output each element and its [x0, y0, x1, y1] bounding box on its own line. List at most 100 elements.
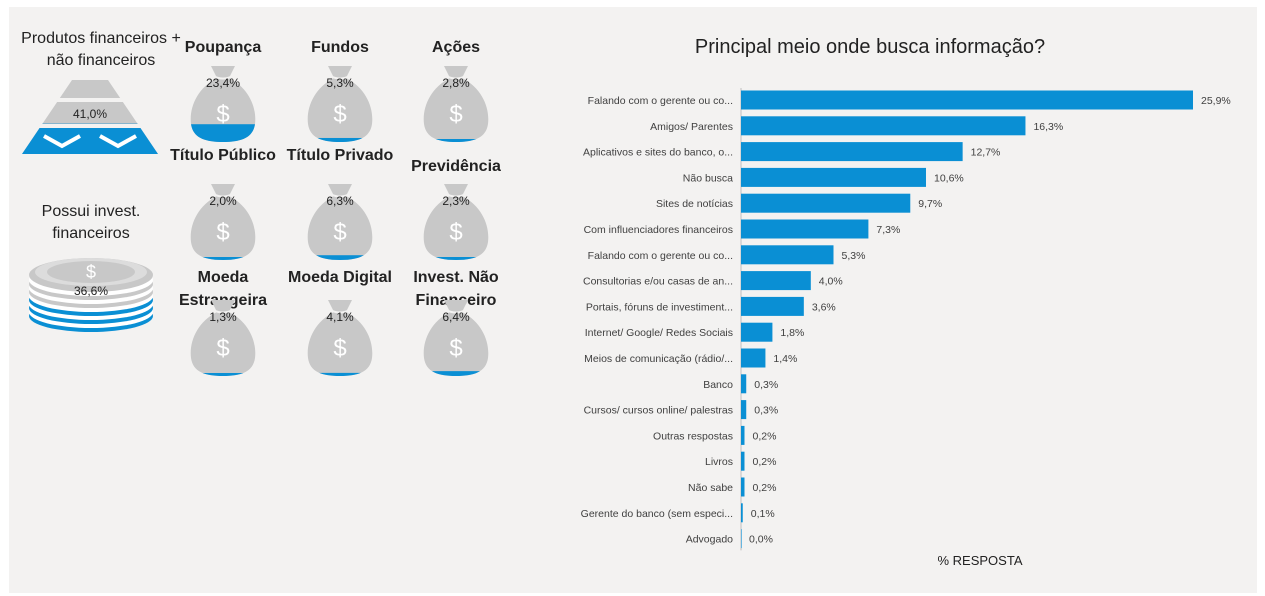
value-label: 0,3%: [754, 405, 778, 417]
category-label: Não sabe: [688, 482, 733, 494]
value-label: 25,9%: [1201, 95, 1231, 107]
value-label: 0,3%: [754, 379, 778, 391]
category-label: Cursos/ cursos online/ palestras: [584, 405, 733, 417]
category-label: Banco: [703, 379, 733, 391]
product-value: 2,3%: [442, 194, 470, 208]
product-name: Título Público: [170, 147, 276, 164]
category-label: Não busca: [683, 172, 733, 184]
money-bag-icon: $: [423, 300, 489, 376]
bar: [741, 271, 811, 291]
value-label: 3,6%: [812, 301, 836, 313]
category-label: Internet/ Google/ Redes Sociais: [585, 327, 733, 339]
dollar-sign-icon: $: [449, 219, 462, 246]
bar: [741, 451, 745, 471]
category-label: Sites de notícias: [656, 198, 733, 210]
bag-fill: [307, 372, 373, 376]
money-bag-icon: $: [190, 66, 256, 142]
money-bag-icon: $: [307, 66, 373, 142]
category-label: Livros: [705, 456, 733, 468]
coins-value: 36,6%: [73, 284, 109, 298]
product-value: 4,1%: [326, 310, 354, 324]
value-label: 0,2%: [752, 430, 776, 442]
bag-fill: [190, 124, 256, 142]
value-label: 12,7%: [971, 147, 1001, 159]
product-value: 1,3%: [209, 310, 237, 324]
pyramid-title: Produtos financeiros + não financeiros: [21, 30, 181, 69]
product-name: Título Privado: [286, 147, 394, 164]
bar: [741, 296, 804, 316]
dollar-sign-icon: $: [86, 262, 96, 282]
dollar-sign-icon: $: [449, 335, 462, 362]
dollar-sign-icon: $: [333, 101, 346, 128]
money-bag-icon: $: [190, 300, 256, 376]
bar: [741, 425, 745, 445]
dollar-sign-icon: $: [333, 219, 346, 246]
dollar-sign-icon: $: [333, 335, 346, 362]
money-bag-icon: $: [423, 66, 489, 142]
value-label: 10,6%: [934, 172, 964, 184]
bag-fill: [307, 255, 373, 260]
bar: [741, 503, 743, 523]
product-value: 2,0%: [209, 194, 237, 208]
category-label: Outras respostas: [653, 430, 733, 442]
dollar-sign-icon: $: [216, 101, 229, 128]
value-label: 0,2%: [752, 482, 776, 494]
product-value: 6,3%: [326, 194, 354, 208]
product-value: 2,8%: [442, 76, 470, 90]
bar: [741, 529, 742, 549]
value-label: 4,0%: [819, 276, 843, 288]
bar: [741, 322, 773, 342]
bar: [741, 374, 747, 394]
product-name: Previdência: [411, 158, 501, 175]
value-label: 9,7%: [918, 198, 942, 210]
category-label: Falando com o gerente ou co...: [588, 95, 733, 107]
category-label: Consultorias e/ou casas de an...: [583, 276, 733, 288]
bar: [741, 90, 1193, 110]
pyramid-blue-fill: [22, 123, 158, 154]
category-label: Gerente do banco (sem especi...: [581, 508, 733, 520]
bar: [741, 193, 911, 213]
bag-fill: [190, 373, 256, 376]
coin-stack-icon: $: [29, 258, 153, 332]
category-label: Aplicativos e sites do banco, o...: [583, 147, 733, 159]
category-label: Amigos/ Parentes: [650, 121, 733, 133]
x-axis-label: % RESPOSTA: [937, 553, 1023, 568]
category-label: Advogado: [686, 534, 733, 546]
product-value: 6,4%: [442, 310, 470, 324]
money-bag-icon: $: [307, 300, 373, 376]
product-value: 23,4%: [205, 76, 241, 90]
category-label: Falando com o gerente ou co...: [588, 250, 733, 262]
bar: [741, 219, 869, 239]
pyramid-value: 41,0%: [72, 107, 108, 121]
coins-title: Possui invest. financeiros: [41, 203, 141, 242]
chart-title: Principal meio onde busca informação?: [694, 36, 1046, 58]
dollar-sign-icon: $: [216, 219, 229, 246]
money-bag-icon: $: [307, 184, 373, 260]
bar: [741, 348, 766, 368]
bar: [741, 167, 926, 187]
bag-fill: [423, 139, 489, 142]
product-name: Poupança: [184, 39, 262, 56]
value-label: 0,1%: [751, 508, 775, 520]
value-label: 0,0%: [749, 534, 773, 546]
value-label: 1,4%: [773, 353, 797, 365]
product-name: Ações: [431, 39, 481, 56]
product-value: 5,3%: [326, 76, 354, 90]
bag-fill: [307, 137, 373, 142]
value-label: 16,3%: [1033, 121, 1063, 133]
dollar-sign-icon: $: [449, 101, 462, 128]
money-bag-icon: $: [423, 184, 489, 260]
bag-fill: [423, 371, 489, 376]
bag-fill: [190, 257, 256, 260]
money-bag-icon: $: [190, 184, 256, 260]
bag-fill: [423, 257, 489, 260]
bar: [741, 245, 834, 265]
value-label: 0,2%: [752, 456, 776, 468]
pyramid-icon: [22, 80, 158, 154]
value-label: 5,3%: [841, 250, 865, 262]
value-label: 1,8%: [780, 327, 804, 339]
bar: [741, 477, 745, 497]
bar: [741, 400, 747, 420]
category-label: Meios de comunicação (rádio/...: [584, 353, 733, 365]
